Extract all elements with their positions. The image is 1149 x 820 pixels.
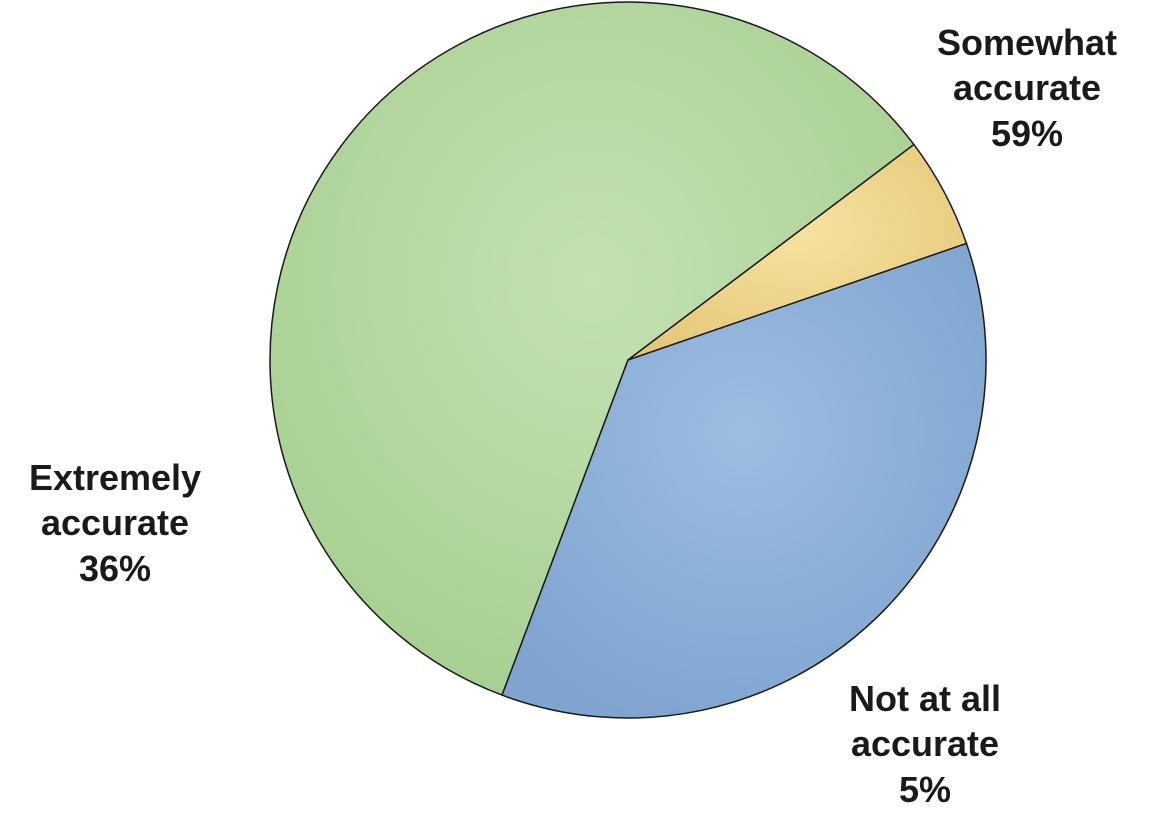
data-label-category-line: accurate <box>952 67 1102 109</box>
data-label-category-line: Somewhat <box>936 22 1118 63</box>
data-label-extremely-accurate: Extremely accurate 36% <box>0 455 230 591</box>
pie-slice-somewhat-accurate <box>269 1 915 697</box>
pie-slice-extremely-accurate <box>501 242 987 719</box>
data-label-category-line: Extremely <box>28 457 202 498</box>
data-label-somewhat-accurate: Somewhat accurate 59% <box>912 20 1142 156</box>
data-label-category-line: accurate <box>850 723 1000 765</box>
data-label-value: 59% <box>990 112 1064 154</box>
data-label-value: 5% <box>898 768 952 810</box>
data-label-not-at-all-accurate: Not at all accurate 5% <box>810 676 1040 812</box>
data-label-category-line: Not at all <box>848 678 1001 719</box>
data-label-category-line: accurate <box>40 502 190 544</box>
data-label-value: 36% <box>78 547 152 589</box>
